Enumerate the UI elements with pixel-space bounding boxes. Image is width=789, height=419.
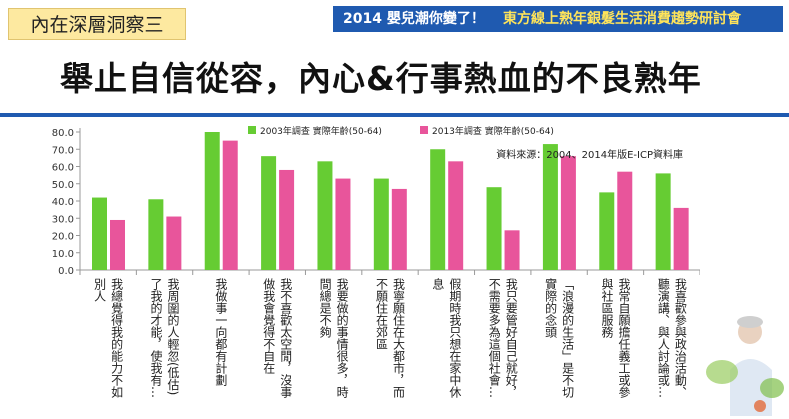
y-tick-label: 70.0 (52, 145, 74, 156)
category-label: 我常自願擔任義工或參 (617, 278, 631, 398)
bar-2013 (560, 156, 576, 270)
y-tick-label: 0.0 (58, 266, 74, 277)
legend-swatch (420, 126, 428, 134)
y-tick-label: 20.0 (52, 232, 74, 243)
category-label: 我總覺得我的能力不如 (110, 278, 124, 399)
y-tick-label: 80.0 (52, 128, 74, 139)
legend-label: 2003年調查 實際年齡(50-64) (260, 125, 382, 137)
title-divider (0, 113, 789, 117)
bar-2003 (148, 199, 164, 270)
bar-2013 (279, 169, 295, 270)
category-label: 間總是不夠 (318, 278, 332, 338)
category-label: 與社區服務 (600, 278, 614, 339)
category-label: 別人 (93, 278, 107, 302)
category-label: 我只要管好自己就好， (504, 278, 518, 398)
category-label: 聽演講、與人討論或… (656, 278, 670, 398)
category-label: 我要做的事情很多，時 (335, 278, 349, 398)
bar-2003 (486, 187, 502, 270)
category-label: 「浪漫的生活」是不切 (561, 278, 575, 399)
category-label: 我寧願住在大都市，而 (392, 278, 406, 398)
bar-2003 (430, 149, 446, 270)
bar-2013 (222, 140, 238, 270)
bar-2003 (599, 192, 615, 270)
category-label: 實際的念頭 (544, 277, 558, 339)
bar-2013 (166, 216, 182, 270)
bar-2003 (655, 173, 671, 270)
bar-2003 (261, 156, 277, 270)
source-note: 資料來源：2004、2014年版E-ICP資料庫 (496, 148, 683, 161)
bar-2013 (110, 219, 125, 270)
bar-2003 (373, 178, 389, 270)
category-label: 不願住在郊區 (375, 278, 389, 350)
category-label: 我做事一向都有計劃 (214, 278, 228, 386)
category-label: 我不喜歡太空閒，沒事 (279, 278, 293, 398)
legend-swatch (248, 126, 256, 134)
page-title: 舉止自信從容，內心&行事熱血的不良熟年 (60, 59, 702, 98)
category-label: 假期時我只想在家中休 (448, 278, 462, 398)
bar-2013 (448, 161, 464, 270)
banner-year-text: 2014 嬰兒潮你變了！ (343, 11, 485, 27)
bar-2013 (617, 171, 633, 270)
y-tick-label: 60.0 (52, 163, 74, 174)
bar-2003 (317, 161, 333, 270)
category-label: 我周圍的人輕忽(低估) (166, 278, 180, 396)
category-label: 不需要多為這個社會… (487, 278, 501, 398)
y-tick-label: 40.0 (52, 197, 74, 208)
section-tag: 內在深層洞察三 (8, 8, 186, 40)
bar-2013 (673, 207, 689, 270)
event-banner: 2014 嬰兒潮你變了！ 東方線上熟年銀髮生活消費趨勢研討會 (333, 6, 783, 32)
y-tick-label: 10.0 (52, 249, 74, 260)
bar-2013 (335, 178, 351, 270)
y-tick-label: 50.0 (52, 180, 74, 191)
bar-2003 (204, 132, 220, 270)
bar-2013 (391, 188, 407, 270)
bar-2003 (542, 144, 558, 270)
bar-chart: 0.0 10.0 20.0 30.0 40.0 50.0 60.0 70.0 80.0 我總覺得我… (52, 125, 700, 399)
category-label: 了我的才能，使我有… (149, 278, 163, 398)
category-label: 我喜歡參與政治活動、 (673, 278, 687, 398)
y-tick-label: 30.0 (52, 214, 74, 225)
category-label: 息 (431, 277, 445, 290)
banner-event-text: 東方線上熟年銀髮生活消費趨勢研討會 (503, 11, 741, 27)
bar-2003 (92, 197, 107, 270)
seniors-photo-decoration (706, 316, 784, 416)
bar-2013 (504, 230, 520, 270)
category-label: 做我會覺得不自在 (262, 277, 276, 374)
legend-label: 2013年調查 實際年齡(50-64) (432, 125, 554, 137)
